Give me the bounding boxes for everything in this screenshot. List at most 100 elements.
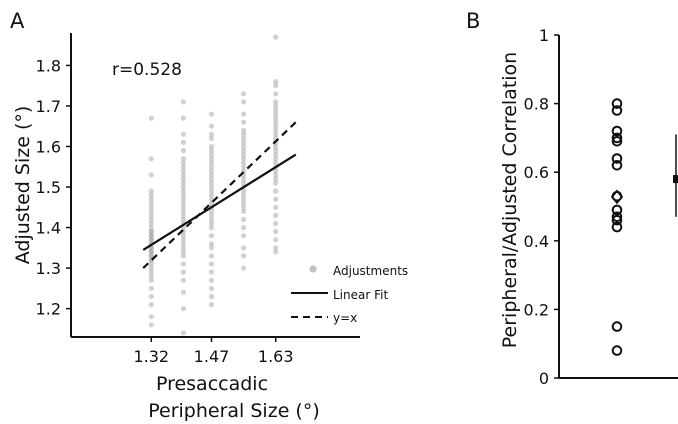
adjustment-point: [148, 225, 154, 231]
panel-a-x-axis-label-line-2: Peripheral Size (°): [148, 400, 320, 422]
adjustment-point: [180, 147, 186, 154]
participant-correlation-point: [611, 153, 623, 164]
adjustment-point: [208, 192, 215, 198]
adjustment-point: [148, 200, 154, 206]
adjustment-point: [273, 99, 279, 105]
adjustment-point: [148, 322, 154, 328]
adjustment-point: [241, 131, 247, 137]
adjustment-point: [208, 212, 215, 218]
adjustment-point: [180, 192, 186, 198]
correlation-annotation: r=0.528: [112, 60, 182, 80]
adjustment-point: [148, 237, 154, 243]
adjustment-point: [273, 172, 279, 178]
adjustment-point: [273, 131, 279, 137]
participant-correlation-point: [611, 214, 623, 226]
adjustment-point: [180, 233, 186, 239]
adjustment-point: [241, 119, 247, 125]
adjustment-point: [208, 172, 215, 178]
adjustment-point: [273, 212, 279, 218]
adjustment-point: [180, 139, 186, 145]
adjustment-point: [180, 330, 186, 336]
adjustment-point: [148, 233, 154, 239]
panel-a-points: [148, 34, 279, 336]
adjustment-point: [241, 200, 247, 206]
adjustment-point: [208, 293, 215, 300]
adjustment-point: [208, 123, 215, 129]
adjustment-point: [148, 237, 154, 243]
adjustment-point: [273, 168, 279, 174]
adjustment-point: [208, 180, 215, 186]
adjustment-point: [148, 172, 154, 178]
adjustment-point: [273, 220, 279, 227]
adjustment-point: [180, 200, 186, 206]
adjustment-point: [208, 233, 215, 239]
x-tick-label: 1.32: [133, 347, 169, 366]
identity-line: [142, 121, 297, 269]
y-tick-label: 1.2: [36, 300, 61, 319]
panel-a-x-ticks: 1.32 1.47 1.63: [133, 337, 294, 366]
adjustment-point: [148, 261, 154, 267]
adjustment-point: [273, 152, 279, 158]
adjustment-point: [148, 314, 154, 320]
adjustment-point: [180, 306, 186, 312]
adjustment-point: [241, 225, 247, 231]
adjustment-point: [148, 115, 154, 121]
adjustment-point: [148, 249, 154, 255]
panel-b-summary: [673, 134, 678, 217]
adjustment-point: [273, 249, 279, 255]
adjustment-point: [241, 143, 247, 150]
x-tick-label: 1.63: [258, 347, 294, 366]
b-y-tick-label: 1: [539, 26, 549, 45]
adjustment-point: [148, 229, 154, 235]
adjustment-point: [208, 135, 215, 141]
adjustment-point: [241, 196, 247, 202]
panel-a-lines: [142, 121, 297, 269]
adjustment-point: [180, 204, 186, 210]
adjustment-point: [148, 192, 154, 198]
adjustment-point: [241, 160, 247, 166]
adjustment-point: [148, 293, 154, 300]
adjustment-point: [273, 147, 279, 154]
adjustment-point: [180, 208, 186, 214]
adjustment-point: [148, 269, 154, 275]
adjustment-point: [273, 91, 279, 97]
adjustment-point: [208, 269, 215, 275]
b-y-tick-label: 0.2: [524, 300, 549, 319]
adjustment-point: [208, 164, 215, 170]
adjustment-point: [208, 160, 215, 166]
adjustment-point: [180, 269, 186, 275]
adjustment-point: [148, 285, 154, 291]
legend-adjustments-label: Adjustments: [333, 264, 408, 278]
panel-a-scatter-chart: 1.2 1.3 1.4 1.5 1.6 1.7 1.8 1.32 1.47 1.63 r=0.5…: [12, 33, 408, 422]
adjustment-point: [180, 277, 186, 283]
adjustment-point: [148, 233, 154, 239]
adjustment-point: [241, 208, 247, 214]
adjustment-point: [148, 249, 154, 255]
adjustment-point: [208, 216, 215, 223]
panel-b-y-ticks: 0 0.2 0.4 0.6 0.8 1: [524, 26, 559, 388]
adjustment-point: [273, 123, 279, 129]
adjustment-point: [180, 115, 186, 121]
adjustment-point: [180, 212, 186, 218]
adjustment-point: [148, 188, 154, 194]
adjustment-point: [273, 156, 279, 162]
adjustment-point: [148, 253, 154, 259]
panel-a-x-axis-label-line-1: Presaccadic: [156, 373, 268, 395]
adjustment-point: [241, 152, 247, 158]
adjustment-point: [273, 83, 279, 89]
adjustment-point: [273, 180, 279, 186]
participant-correlation-point: [611, 221, 623, 233]
adjustment-point: [241, 188, 247, 194]
adjustment-point: [208, 220, 215, 227]
adjustment-point: [208, 245, 215, 251]
y-tick-label: 1.6: [36, 137, 61, 156]
adjustment-point: [241, 156, 247, 162]
x-tick-label: 1.47: [194, 347, 230, 366]
adjustment-point: [180, 180, 186, 186]
adjustment-point: [208, 156, 215, 162]
adjustment-point: [273, 229, 279, 235]
panel-b-correlation-chart: 0 0.2 0.4 0.6 0.8 1 Peripheral/Adjusted Corre…: [499, 26, 678, 388]
adjustment-point: [180, 253, 186, 259]
adjustment-point: [180, 160, 186, 166]
legend-identity-label: y=x: [333, 311, 357, 325]
